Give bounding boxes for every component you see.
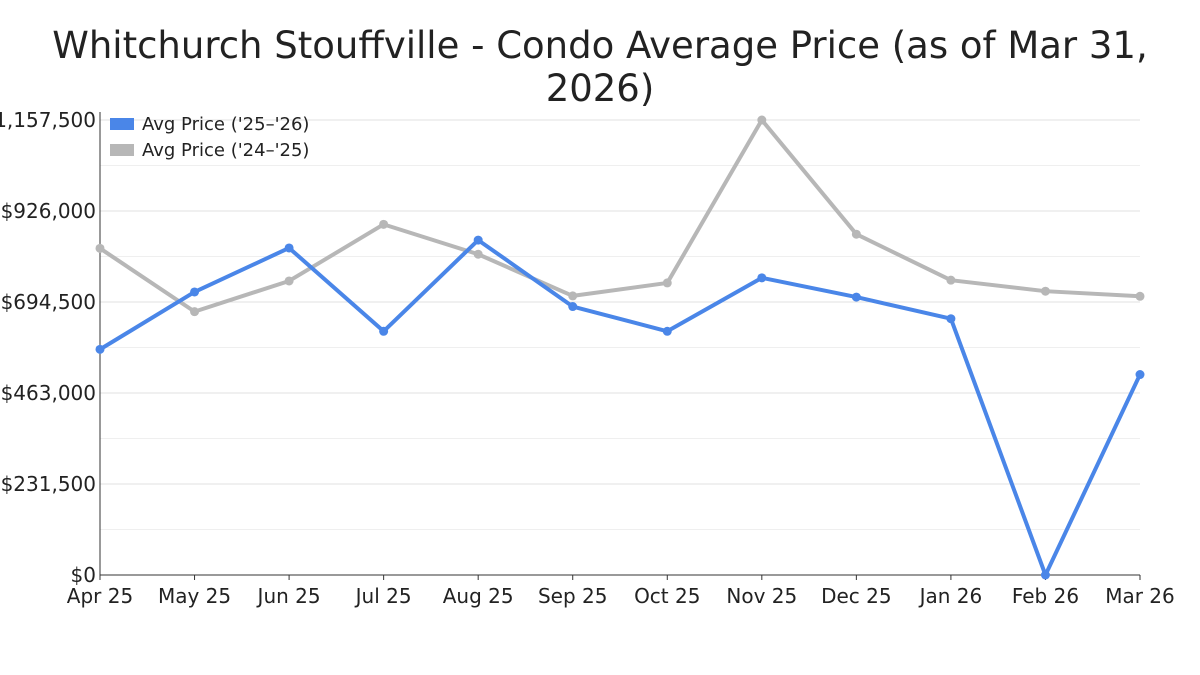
x-tick-label: Oct 25	[634, 584, 700, 608]
data-point	[757, 273, 767, 283]
data-point	[379, 326, 389, 336]
x-tick-label: Dec 25	[821, 584, 892, 608]
data-point	[473, 249, 483, 259]
gridlines	[100, 119, 1140, 530]
data-point	[568, 291, 578, 301]
data-point	[851, 292, 861, 302]
data-point	[757, 115, 767, 125]
x-tick-label: Apr 25	[67, 584, 133, 608]
x-tick-label: Aug 25	[443, 584, 514, 608]
data-point	[1135, 291, 1145, 301]
axes	[99, 112, 1141, 580]
legend-label: Avg Price ('24–'25)	[142, 140, 309, 161]
x-tick-label: Jun 25	[256, 584, 321, 608]
data-point	[946, 314, 956, 324]
legend-swatch	[110, 118, 134, 130]
data-point	[95, 344, 105, 354]
data-point	[1135, 370, 1145, 380]
x-tick-label: Jan 26	[918, 584, 983, 608]
data-point	[284, 276, 294, 286]
x-tick-label: Mar 26	[1105, 584, 1175, 608]
data-point	[379, 219, 389, 229]
data-point	[568, 302, 578, 312]
x-tick-label: Jul 25	[354, 584, 412, 608]
legend: Avg Price ('25–'26) Avg Price ('24–'25)	[110, 114, 309, 161]
x-tick-labels: Apr 25 May 25 Jun 25 Jul 25 Aug 25 Sep 25 Oct …	[67, 584, 1175, 608]
data-point	[473, 235, 483, 245]
series-line-0	[98, 238, 1142, 577]
y-tick-labels: $0 $231,500 $463,000 $694,500 $926,000 $1,157…	[0, 108, 96, 587]
y-tick-label: $231,500	[1, 472, 96, 496]
data-point	[190, 287, 200, 297]
series-line-1	[98, 118, 1142, 314]
x-tick-label: Sep 25	[538, 584, 608, 608]
data-point	[1040, 570, 1050, 580]
y-tick-label: $926,000	[1, 199, 96, 223]
legend-label: Avg Price ('25–'26)	[142, 114, 309, 135]
x-tick-label: May 25	[158, 584, 231, 608]
data-point	[662, 278, 672, 288]
data-point	[284, 243, 294, 253]
y-tick-label: $1,157,500	[0, 108, 96, 132]
legend-swatch	[110, 144, 134, 156]
data-point	[662, 326, 672, 336]
series-lines	[95, 115, 1145, 580]
data-point	[946, 275, 956, 285]
data-point	[851, 229, 861, 239]
data-point	[95, 243, 105, 253]
chart-title: Whitchurch Stouffville - Condo Average P…	[52, 24, 1148, 110]
y-tick-label: $694,500	[1, 290, 96, 314]
y-tick-label: $463,000	[1, 381, 96, 405]
data-point	[1040, 286, 1050, 296]
data-point	[190, 307, 200, 317]
y-tick-label: $0	[71, 563, 96, 587]
x-tick-label: Nov 25	[726, 584, 797, 608]
x-tick-label: Feb 26	[1012, 584, 1079, 608]
